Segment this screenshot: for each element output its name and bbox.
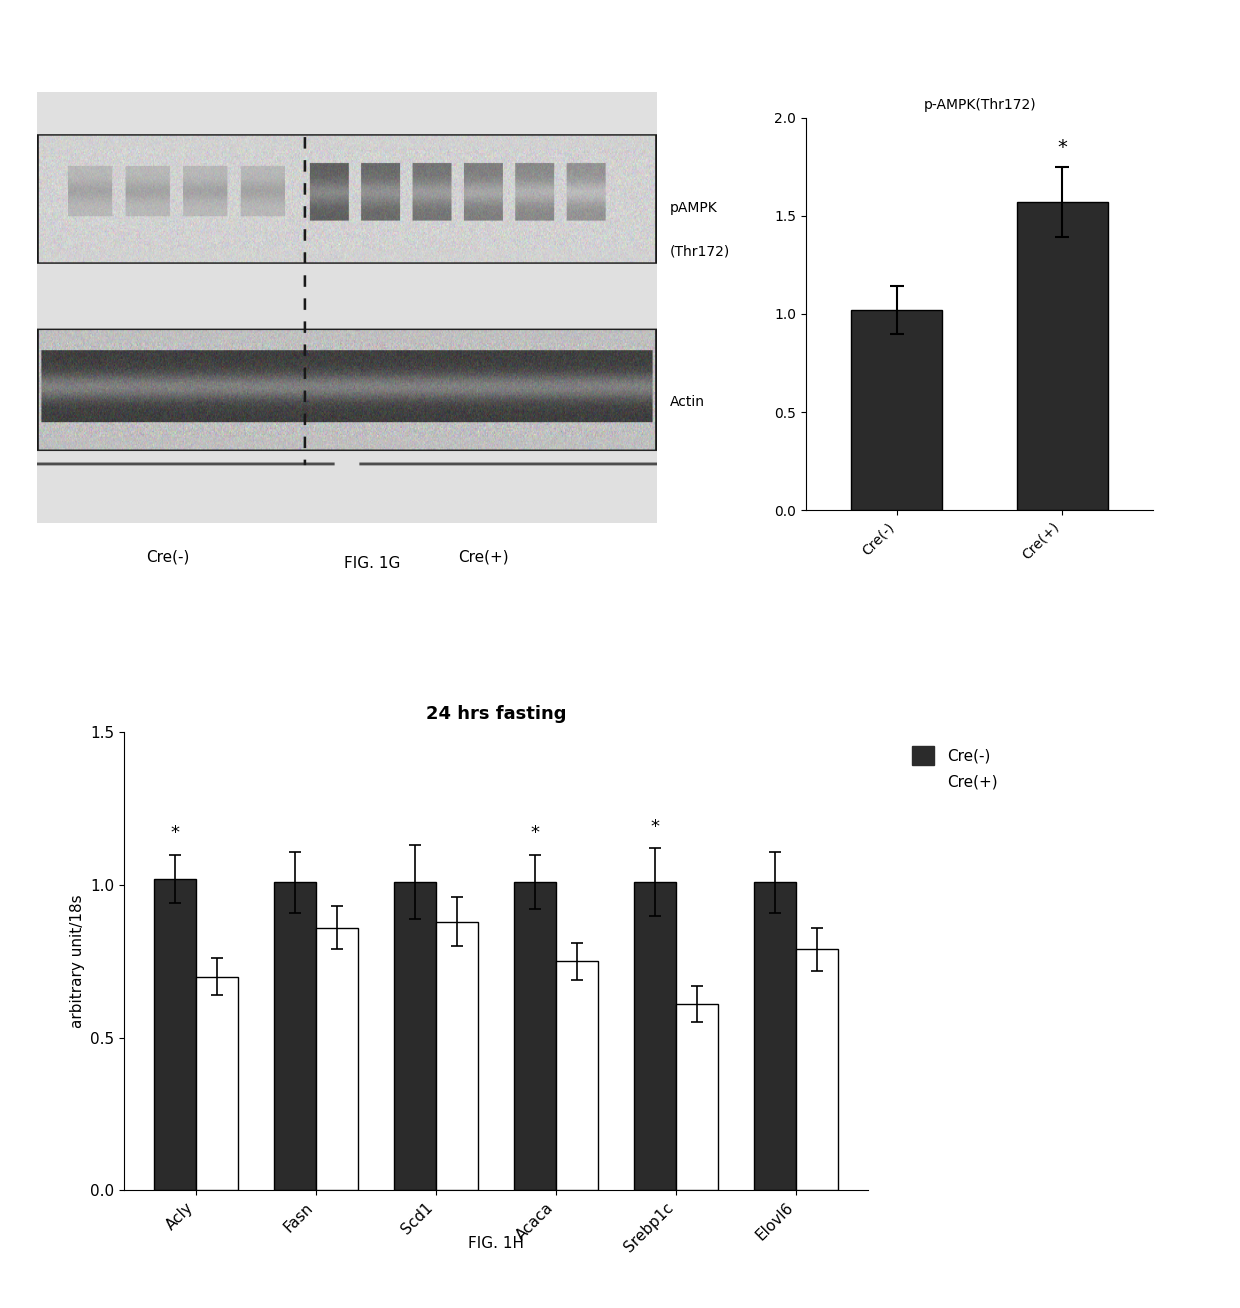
Bar [196,977,238,1190]
Bar [634,882,676,1190]
Bar [1017,201,1107,510]
Text: *: * [1058,137,1068,157]
Bar [316,927,358,1190]
Text: pAMPK: pAMPK [670,201,718,215]
Text: Actin: Actin [670,395,704,409]
Title: 24 hrs fasting: 24 hrs fasting [425,705,567,722]
Text: *: * [531,824,539,842]
Legend: Cre(-), Cre(+): Cre(-), Cre(+) [905,740,1003,798]
Text: Cre(+): Cre(+) [459,549,508,564]
Text: *: * [651,819,660,836]
Text: FIG. 1G: FIG. 1G [343,556,401,570]
Text: (Thr172): (Thr172) [670,245,730,258]
Bar [436,922,477,1190]
Bar [394,882,436,1190]
Bar [796,950,838,1190]
Bar [556,961,598,1190]
Bar [754,882,796,1190]
Text: Cre(-): Cre(-) [146,549,188,564]
Title: p-AMPK(Thr172): p-AMPK(Thr172) [924,98,1035,112]
Bar [515,882,556,1190]
Text: FIG. 1H: FIG. 1H [467,1236,525,1250]
Bar [274,882,316,1190]
Bar [676,1005,718,1190]
Bar [852,310,942,510]
Text: *: * [171,824,180,842]
Bar [154,879,196,1190]
Y-axis label: arbitrary unit/18s: arbitrary unit/18s [69,895,84,1028]
